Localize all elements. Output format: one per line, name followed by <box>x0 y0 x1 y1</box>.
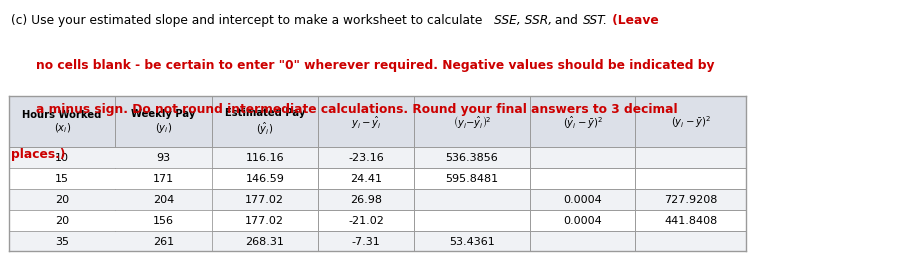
Bar <box>635 210 746 231</box>
Bar <box>318 231 414 251</box>
Text: 171: 171 <box>153 173 174 184</box>
Text: 15: 15 <box>55 173 69 184</box>
Text: 177.02: 177.02 <box>245 215 285 225</box>
Bar <box>530 168 635 189</box>
Bar <box>212 168 318 189</box>
Bar <box>115 147 212 168</box>
Bar <box>212 189 318 210</box>
Text: 93: 93 <box>157 153 170 163</box>
Text: 35: 35 <box>55 236 69 246</box>
Text: 204: 204 <box>153 194 174 204</box>
Bar <box>318 168 414 189</box>
Bar <box>635 231 746 251</box>
Text: 727.9208: 727.9208 <box>664 194 717 204</box>
Bar <box>212 97 318 147</box>
Text: 20: 20 <box>55 215 69 225</box>
Bar <box>635 189 746 210</box>
Text: 177.02: 177.02 <box>245 194 285 204</box>
Bar <box>635 147 746 168</box>
Text: (c) Use your estimated slope and intercept to make a worksheet to calculate: (c) Use your estimated slope and interce… <box>11 14 486 27</box>
Bar <box>414 168 530 189</box>
Text: SSE, SSR,: SSE, SSR, <box>494 14 553 27</box>
Text: 24.41: 24.41 <box>350 173 382 184</box>
Bar <box>414 231 530 251</box>
Text: 0.0004: 0.0004 <box>563 215 602 225</box>
Text: -21.02: -21.02 <box>348 215 384 225</box>
Text: no cells blank - be certain to enter "0" wherever required. Negative values shou: no cells blank - be certain to enter "0"… <box>37 58 715 71</box>
Text: $\left(y_{i}{-}\hat{y}_i\right)^{\!2}$: $\left(y_{i}{-}\hat{y}_i\right)^{\!2}$ <box>453 114 491 130</box>
Text: 441.8408: 441.8408 <box>664 215 717 225</box>
Text: -23.16: -23.16 <box>348 153 384 163</box>
Bar <box>9 231 115 251</box>
Bar <box>635 97 746 147</box>
Text: Hours Worked
$(x_i)$: Hours Worked $(x_i)$ <box>22 109 102 135</box>
Text: $(y_i - \bar{y})^2$: $(y_i - \bar{y})^2$ <box>670 114 711 130</box>
Bar <box>9 189 115 210</box>
Bar <box>414 97 530 147</box>
Bar <box>318 97 414 147</box>
Bar <box>9 97 115 147</box>
Text: Weekly Pay
$(y_i)$: Weekly Pay $(y_i)$ <box>132 109 195 135</box>
Text: a minus sign. Do not round intermediate calculations. Round your final answers t: a minus sign. Do not round intermediate … <box>37 103 678 116</box>
Bar <box>530 97 635 147</box>
Bar <box>530 231 635 251</box>
Bar <box>9 168 115 189</box>
Text: 26.98: 26.98 <box>350 194 382 204</box>
Bar <box>414 147 530 168</box>
Bar <box>318 189 414 210</box>
Text: Estimated Pay
$(\hat{y}_i)$: Estimated Pay $(\hat{y}_i)$ <box>225 108 305 136</box>
Text: 53.4361: 53.4361 <box>449 236 495 246</box>
Text: 595.8481: 595.8481 <box>446 173 498 184</box>
Text: 146.59: 146.59 <box>245 173 285 184</box>
Bar <box>115 210 212 231</box>
Bar <box>318 210 414 231</box>
Bar <box>212 231 318 251</box>
Bar <box>115 168 212 189</box>
Bar <box>414 210 530 231</box>
Text: and: and <box>552 14 582 27</box>
Bar <box>9 147 115 168</box>
Text: SST.: SST. <box>583 14 608 27</box>
Text: 10: 10 <box>55 153 69 163</box>
Text: -7.31: -7.31 <box>352 236 380 246</box>
Text: places.): places.) <box>11 147 65 160</box>
Bar <box>318 147 414 168</box>
Bar <box>212 210 318 231</box>
Bar <box>115 97 212 147</box>
Text: 116.16: 116.16 <box>246 153 284 163</box>
Text: 268.31: 268.31 <box>245 236 285 246</box>
Bar <box>530 210 635 231</box>
Text: 261: 261 <box>153 236 174 246</box>
Bar <box>212 147 318 168</box>
Text: $(\hat{y}_i - \bar{y})^2$: $(\hat{y}_i - \bar{y})^2$ <box>563 114 602 130</box>
Text: (Leave: (Leave <box>609 14 659 27</box>
Bar <box>115 231 212 251</box>
Bar <box>635 168 746 189</box>
Text: $y_i - \hat{y}_i$: $y_i - \hat{y}_i$ <box>351 114 381 130</box>
Text: 20: 20 <box>55 194 69 204</box>
Bar <box>530 189 635 210</box>
Bar <box>9 210 115 231</box>
Text: 156: 156 <box>153 215 174 225</box>
Text: 536.3856: 536.3856 <box>446 153 498 163</box>
Bar <box>530 147 635 168</box>
Bar <box>414 189 530 210</box>
Text: 0.0004: 0.0004 <box>563 194 602 204</box>
Bar <box>115 189 212 210</box>
